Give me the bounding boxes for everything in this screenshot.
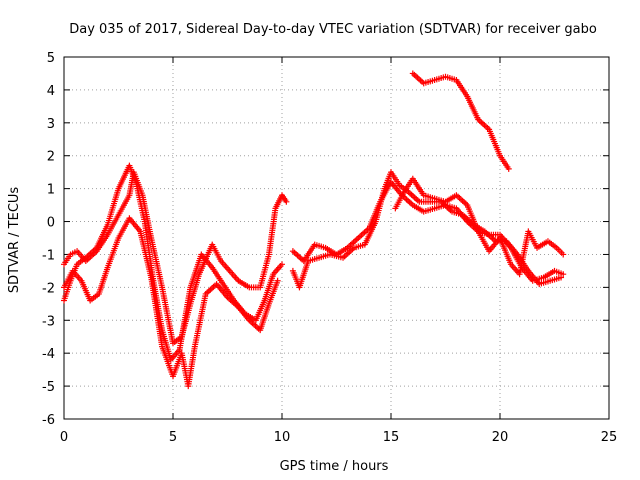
series-track <box>61 169 290 347</box>
series-track <box>61 215 281 390</box>
data-point <box>560 271 567 278</box>
data-marks <box>61 70 567 390</box>
y-tick-label: 2 <box>47 150 55 165</box>
x-tick-label: 20 <box>492 430 509 445</box>
data-point <box>558 274 565 281</box>
x-tick-label: 25 <box>601 430 618 445</box>
data-point <box>283 198 290 205</box>
series-track <box>392 175 567 278</box>
x-tick-label: 15 <box>383 430 400 445</box>
y-tick-label: -2 <box>42 281 55 296</box>
x-tick-label: 10 <box>274 430 291 445</box>
y-tick-label: -5 <box>42 380 55 395</box>
axis-ticks: 0 5 10 15 20 25 -6 -5 -4 -3 -2 -1 0 1 2 3 4 5 <box>42 51 617 445</box>
series-track <box>289 169 565 291</box>
x-tick-label: 5 <box>169 430 177 445</box>
series-track <box>409 70 512 172</box>
y-tick-label: 5 <box>47 51 55 66</box>
y-tick-label: -3 <box>42 314 55 329</box>
data-point <box>560 251 567 258</box>
y-tick-label: -4 <box>42 347 55 362</box>
plot-frame <box>63 56 610 420</box>
x-axis-label: GPS time / hours <box>280 459 389 474</box>
y-tick-label: 4 <box>47 84 55 99</box>
y-axis-label: SDTVAR / TECUs <box>7 187 22 294</box>
y-tick-label: 1 <box>47 183 55 198</box>
y-tick-label: -1 <box>42 248 55 263</box>
data-point <box>274 277 281 284</box>
x-tick-label: 0 <box>60 430 68 445</box>
data-point <box>279 261 285 268</box>
chart-title: Day 035 of 2017, Sidereal Day-to-day VTE… <box>69 22 597 37</box>
data-point <box>505 165 512 172</box>
y-tick-label: 3 <box>47 117 55 132</box>
y-tick-label: 0 <box>47 216 55 231</box>
series-track <box>61 162 285 363</box>
y-tick-label: -6 <box>42 413 55 428</box>
